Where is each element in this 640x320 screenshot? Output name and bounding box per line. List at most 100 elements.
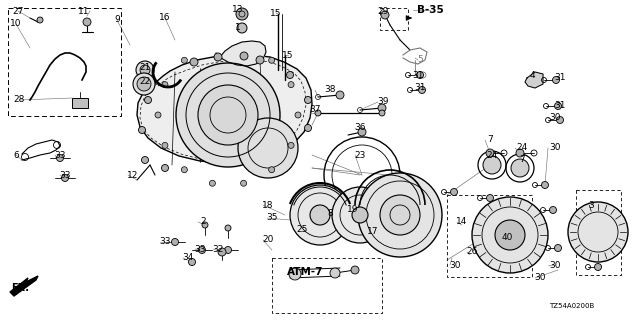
Text: 39: 39 xyxy=(377,98,388,107)
Text: 8: 8 xyxy=(327,209,333,218)
Text: 30: 30 xyxy=(549,143,561,153)
Circle shape xyxy=(209,180,216,186)
Text: 2: 2 xyxy=(200,218,206,227)
Circle shape xyxy=(141,156,148,164)
Text: 25: 25 xyxy=(296,226,308,235)
Text: 4: 4 xyxy=(529,70,535,79)
Text: 20: 20 xyxy=(262,236,274,244)
Circle shape xyxy=(288,82,294,88)
Circle shape xyxy=(381,11,389,19)
Text: 33: 33 xyxy=(54,150,66,159)
Circle shape xyxy=(145,97,152,103)
Circle shape xyxy=(358,128,366,136)
Text: 19: 19 xyxy=(348,205,359,214)
Circle shape xyxy=(181,167,188,173)
Circle shape xyxy=(172,238,179,245)
Circle shape xyxy=(269,167,275,173)
Circle shape xyxy=(568,202,628,262)
Circle shape xyxy=(181,57,188,63)
Circle shape xyxy=(214,53,222,61)
Text: 10: 10 xyxy=(10,20,22,28)
Circle shape xyxy=(256,56,264,64)
Circle shape xyxy=(511,159,529,177)
Circle shape xyxy=(137,77,151,91)
Circle shape xyxy=(541,181,548,188)
Text: 15: 15 xyxy=(270,9,282,18)
Bar xyxy=(72,98,88,108)
Text: 36: 36 xyxy=(355,124,365,132)
Circle shape xyxy=(238,118,298,178)
Circle shape xyxy=(550,206,557,213)
Text: 23: 23 xyxy=(355,150,365,159)
Bar xyxy=(380,8,408,30)
Circle shape xyxy=(419,86,426,93)
Text: 14: 14 xyxy=(456,218,468,227)
Circle shape xyxy=(330,268,340,278)
Circle shape xyxy=(417,71,424,78)
Circle shape xyxy=(554,102,561,109)
Circle shape xyxy=(136,61,154,79)
Text: 29: 29 xyxy=(378,6,388,15)
Text: 31: 31 xyxy=(554,100,566,109)
Text: 32: 32 xyxy=(212,244,224,253)
Circle shape xyxy=(486,149,494,157)
Text: 22: 22 xyxy=(140,77,150,86)
Text: 17: 17 xyxy=(367,228,379,236)
Text: 26: 26 xyxy=(467,247,477,257)
Circle shape xyxy=(237,23,247,33)
Circle shape xyxy=(83,18,91,26)
Polygon shape xyxy=(10,276,38,296)
Text: 31: 31 xyxy=(412,70,424,79)
Circle shape xyxy=(189,259,195,266)
Circle shape xyxy=(198,85,258,145)
Text: 7: 7 xyxy=(519,156,525,164)
Circle shape xyxy=(358,173,442,257)
Circle shape xyxy=(486,195,493,202)
Circle shape xyxy=(289,268,301,280)
Circle shape xyxy=(176,63,280,167)
Text: 13: 13 xyxy=(232,5,244,14)
Text: 35: 35 xyxy=(266,213,278,222)
Text: 24: 24 xyxy=(486,150,498,159)
Circle shape xyxy=(554,244,561,252)
Circle shape xyxy=(162,82,168,88)
Text: 30: 30 xyxy=(549,114,561,123)
Polygon shape xyxy=(137,55,312,163)
Text: 24: 24 xyxy=(516,143,527,153)
Polygon shape xyxy=(216,41,266,66)
Circle shape xyxy=(351,266,359,274)
Text: 37: 37 xyxy=(309,106,321,115)
Text: 16: 16 xyxy=(159,13,171,22)
Circle shape xyxy=(595,263,602,270)
Circle shape xyxy=(305,97,312,103)
Text: B-35: B-35 xyxy=(417,5,444,15)
Text: 1: 1 xyxy=(235,23,241,33)
Text: 11: 11 xyxy=(78,6,90,15)
Circle shape xyxy=(61,174,68,181)
Circle shape xyxy=(352,207,368,223)
Text: 33: 33 xyxy=(159,237,171,246)
Circle shape xyxy=(269,57,275,63)
Bar xyxy=(447,195,532,277)
Text: 33: 33 xyxy=(60,171,71,180)
Text: 9: 9 xyxy=(114,15,120,25)
Circle shape xyxy=(155,112,161,118)
Circle shape xyxy=(378,104,386,112)
Circle shape xyxy=(290,185,350,245)
Text: 7: 7 xyxy=(487,135,493,145)
Bar xyxy=(576,190,621,275)
Circle shape xyxy=(225,246,232,253)
Text: 30: 30 xyxy=(534,274,546,283)
Circle shape xyxy=(557,116,563,124)
Circle shape xyxy=(190,58,198,66)
Circle shape xyxy=(483,156,501,174)
Text: 38: 38 xyxy=(324,85,336,94)
Circle shape xyxy=(379,110,385,116)
Circle shape xyxy=(140,65,150,75)
Circle shape xyxy=(451,188,458,196)
Text: 34: 34 xyxy=(182,253,194,262)
Text: 40: 40 xyxy=(501,233,513,242)
Circle shape xyxy=(37,17,43,23)
Text: TZ54A0200B: TZ54A0200B xyxy=(549,303,595,309)
Circle shape xyxy=(240,52,248,60)
